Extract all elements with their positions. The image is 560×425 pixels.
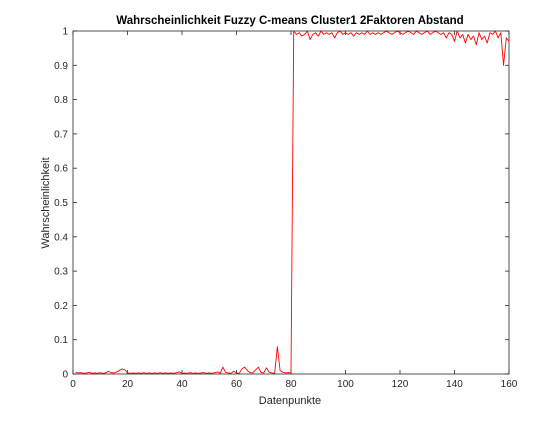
y-tick-label: 0.1 (54, 335, 68, 346)
y-axis-label: Wahrscheinlichkeit (40, 157, 52, 248)
y-tick-label: 0.2 (54, 301, 68, 312)
x-tick-label: 40 (176, 379, 188, 390)
x-tick-label: 120 (392, 379, 409, 390)
x-tick-label: 80 (285, 379, 297, 390)
y-tick-label: 0.7 (54, 129, 68, 140)
plot-area: 0 20 40 60 80 100 120 140 160 0 0.1 0.2 0.3 0.4 0.5 0.6… (54, 27, 518, 391)
y-tick-label: 0.5 (54, 198, 68, 209)
x-tick-label: 60 (231, 379, 243, 390)
x-tick-label: 20 (122, 379, 134, 390)
chart-title: Wahrscheinlichkeit Fuzzy C-means Cluster… (116, 15, 463, 27)
x-tick-label: 140 (446, 379, 463, 390)
y-tick-label: 0.4 (54, 232, 68, 243)
y-tick-label: 1 (62, 27, 68, 38)
y-tick-label: 0.3 (54, 267, 68, 278)
y-tick-label: 0.9 (54, 61, 68, 72)
x-tick-label: 0 (70, 379, 76, 390)
x-axis-label: Datenpunkte (259, 395, 321, 407)
x-tick-label: 100 (337, 379, 354, 390)
y-tick-label: 0 (62, 370, 68, 381)
y-tick-label: 0.6 (54, 164, 68, 175)
series-line (75, 30, 510, 374)
x-tick-label: 160 (501, 379, 518, 390)
y-tick-label: 0.8 (54, 95, 68, 106)
